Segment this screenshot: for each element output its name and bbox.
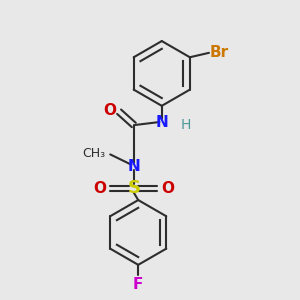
Text: F: F xyxy=(133,277,143,292)
Text: O: O xyxy=(93,181,106,196)
Text: Br: Br xyxy=(210,45,229,60)
Text: CH₃: CH₃ xyxy=(83,147,106,160)
Text: O: O xyxy=(104,103,117,118)
Text: H: H xyxy=(181,118,191,132)
Text: N: N xyxy=(155,115,168,130)
Text: N: N xyxy=(128,159,140,174)
Text: O: O xyxy=(161,181,174,196)
Text: S: S xyxy=(127,179,140,197)
